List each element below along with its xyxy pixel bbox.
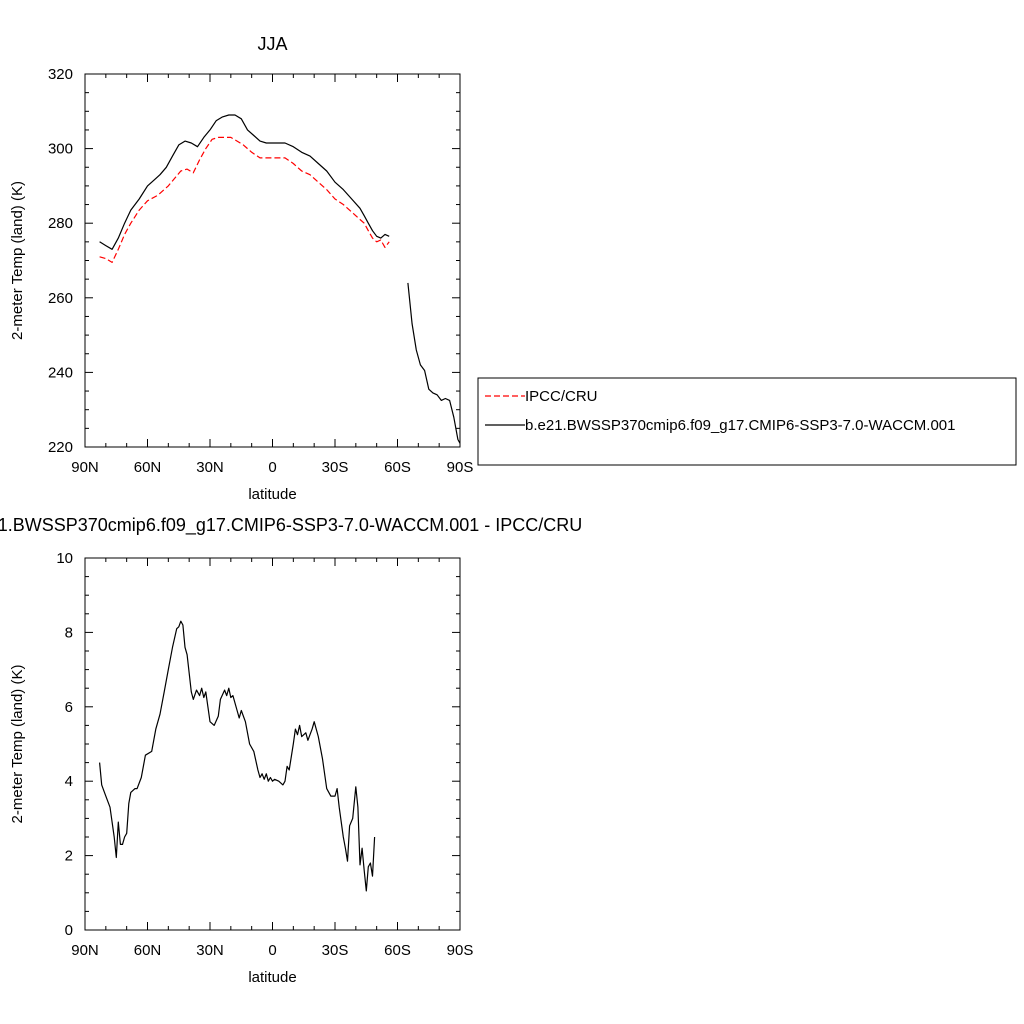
y-tick-label: 300 [48,141,73,158]
y-tick-label: 320 [48,66,73,83]
y-tick-label: 220 [48,439,73,456]
x-axis-label: latitude [248,969,296,986]
y-tick-label: 240 [48,364,73,381]
series-line-1-segment-1 [99,136,390,263]
legend: IPCC/CRU b.e21.BWSSP370cmip6.f09_g17.CMIP… [477,377,1017,466]
x-tick-label: 60S [384,459,411,476]
x-tick-label: 90N [71,459,99,476]
series-line-2-segment-1 [99,114,390,250]
plot-frame [84,557,461,931]
chart-title: b.e21.BWSSP370cmip6.f09_g17.CMIP6-SSP3-7… [0,515,582,536]
x-tick-label: 30N [196,942,224,959]
y-tick-label: 280 [48,215,73,232]
y-tick-label: 4 [65,773,73,790]
legend-box [477,377,1017,466]
legend-label-1: IPCC/CRU [525,388,598,405]
y-tick-label: 2 [65,848,73,865]
y-tick-label: 6 [65,699,73,716]
x-tick-label: 60N [134,459,162,476]
x-tick-label: 90N [71,942,99,959]
x-tick-label: 30S [322,942,349,959]
x-tick-label: 60S [384,942,411,959]
y-tick-label: 260 [48,290,73,307]
series-line-2-segment-2 [407,282,461,444]
chart-panel-2: b.e21.BWSSP370cmip6.f09_g17.CMIP6-SSP3-7… [0,515,582,986]
x-axis-label: latitude [248,486,296,503]
series-line-1-segment-1 [99,620,376,892]
y-tick-label: 8 [65,624,73,641]
x-tick-label: 0 [268,459,276,476]
y-axis-label: 2-meter Temp (land) (K) [9,665,26,824]
legend-label-2: b.e21.BWSSP370cmip6.f09_g17.CMIP6-SSP3-7… [525,417,955,434]
plot-frame [84,73,461,448]
chart-title: JJA [257,34,287,54]
y-tick-label: 10 [56,550,73,567]
x-tick-label: 30S [322,459,349,476]
x-tick-label: 90S [447,942,474,959]
chart-panel-1: JJA 90N 60N 30N 0 30S 60S 90S 220 240 260 280 300 320… [9,34,1017,503]
x-tick-label: 0 [268,942,276,959]
axis-ticks [84,73,461,448]
axis-ticks [84,557,461,931]
y-axis-label: 2-meter Temp (land) (K) [9,181,26,340]
x-tick-label: 90S [447,459,474,476]
x-tick-label: 60N [134,942,162,959]
x-tick-label: 30N [196,459,224,476]
y-tick-label: 0 [65,922,73,939]
